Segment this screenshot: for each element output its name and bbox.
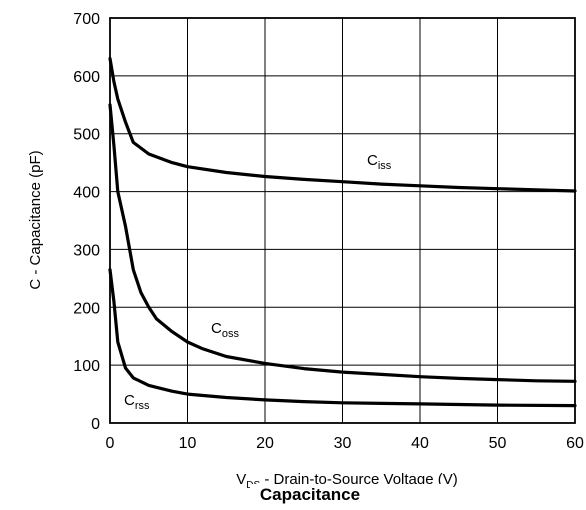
chart-title: Capacitance (260, 485, 360, 504)
y-tick-label: 300 (73, 242, 100, 259)
series-label-coss: Coss (211, 320, 239, 340)
series-line-ciss (108, 56, 577, 193)
y-tick-label: 100 (73, 358, 100, 375)
plot-frame (109, 17, 576, 424)
y-tick-label: 700 (73, 11, 100, 28)
x-tick-labels: 0 10 20 30 40 50 60 (106, 435, 584, 452)
x-tick-label: 40 (411, 435, 429, 452)
series-label-ciss: Ciss (367, 152, 392, 172)
y-tick-labels: 0 100 200 300 400 500 600 700 (73, 11, 100, 433)
y-tick-label: 600 (73, 69, 100, 86)
x-tick-label: 10 (179, 435, 197, 452)
y-tick-label: 500 (73, 127, 100, 144)
series-curves (108, 56, 577, 408)
y-tick-label: 400 (73, 185, 100, 202)
x-label-mask (250, 484, 450, 496)
series-line-coss (108, 103, 577, 383)
x-tick-label: 30 (334, 435, 352, 452)
y-tick-label: 0 (91, 416, 100, 433)
x-tick-label: 20 (256, 435, 274, 452)
y-axis-label: C - Capacitance (pF) (27, 150, 44, 289)
y-tick-label: 200 (73, 300, 100, 317)
series-label-crss: Crss (124, 392, 150, 412)
series-line-crss (108, 268, 577, 408)
x-tick-label: 50 (489, 435, 507, 452)
x-tick-label: 60 (566, 435, 584, 452)
grid-lines (109, 17, 576, 424)
x-tick-label: 0 (106, 435, 115, 452)
